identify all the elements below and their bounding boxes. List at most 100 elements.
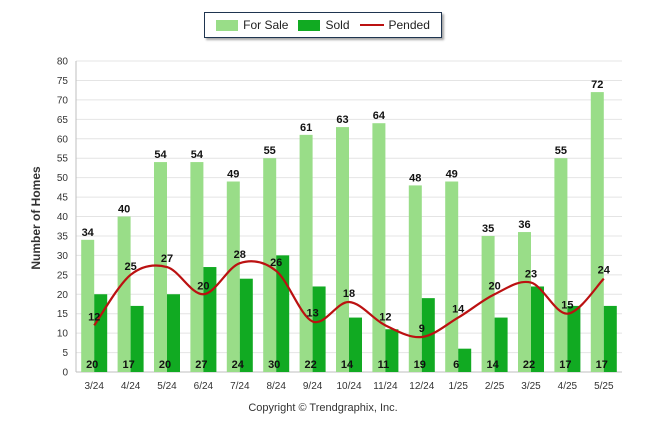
bar-sold [349, 317, 362, 372]
x-tick-label: 5/25 [594, 381, 614, 392]
x-tick-label: 9/24 [303, 381, 323, 392]
bar-sold [603, 305, 617, 372]
x-tick-label: 10/24 [336, 381, 361, 392]
x-tick-label: 1/25 [448, 381, 468, 392]
data-label-pended: 15 [561, 300, 573, 312]
bar-for-sale [190, 162, 204, 372]
y-tick-label: 80 [57, 57, 69, 68]
bar-sold [167, 294, 180, 372]
data-label-sold: 20 [86, 359, 98, 371]
legend-label-for-sale: For Sale [243, 18, 289, 32]
bar-sold [94, 294, 108, 372]
data-label-for-sale: 35 [482, 223, 494, 235]
data-label-for-sale: 49 [446, 169, 458, 181]
data-label-pended: 18 [343, 288, 355, 300]
legend-label-sold: Sold [325, 18, 350, 32]
bar-sold [312, 286, 326, 372]
bar-for-sale [445, 181, 459, 372]
legend-swatch-for-sale [216, 19, 239, 31]
legend-label-pended: Pended [388, 18, 430, 32]
data-label-for-sale: 54 [191, 149, 204, 161]
y-tick-label: 50 [57, 173, 69, 184]
data-label-sold: 30 [268, 359, 280, 371]
data-label-pended: 24 [598, 265, 611, 277]
legend-swatch-sold [298, 19, 321, 31]
bar-sold [385, 329, 399, 372]
bar-sold [239, 278, 253, 372]
data-label-sold: 6 [453, 359, 459, 371]
x-tick-label: 11/24 [373, 381, 398, 392]
data-label-sold: 22 [523, 359, 535, 371]
data-label-for-sale: 54 [154, 149, 167, 161]
y-tick-label: 55 [57, 154, 69, 165]
data-label-pended: 26 [270, 257, 282, 269]
x-tick-label: 6/24 [194, 381, 214, 392]
bar-sold [494, 317, 508, 372]
y-tick-label: 75 [57, 76, 69, 87]
bar-for-sale [154, 162, 167, 372]
data-label-pended: 9 [419, 323, 425, 335]
bar-for-sale [481, 235, 495, 372]
x-tick-label: 2/25 [485, 381, 505, 392]
data-label-sold: 17 [559, 359, 571, 371]
data-label-for-sale: 61 [300, 122, 312, 134]
legend-item-sold[interactable]: Sold [298, 18, 350, 32]
data-label-pended: 27 [161, 253, 173, 265]
data-label-for-sale: 34 [82, 227, 95, 239]
legend: For Sale Sold Pended [204, 12, 442, 38]
y-tick-label: 40 [57, 212, 69, 223]
y-tick-label: 45 [57, 193, 69, 204]
data-label-pended: 12 [379, 311, 391, 323]
data-label-pended: 25 [124, 261, 136, 273]
bar-for-sale [554, 158, 568, 372]
data-label-pended: 20 [488, 280, 500, 292]
data-label-sold: 20 [159, 359, 171, 371]
data-label-for-sale: 55 [555, 145, 567, 157]
data-label-sold: 11 [378, 359, 390, 371]
data-label-sold: 17 [596, 359, 608, 371]
y-tick-label: 25 [57, 270, 69, 281]
data-label-pended: 20 [197, 280, 209, 292]
data-label-for-sale: 64 [373, 110, 386, 122]
data-label-sold: 24 [232, 359, 245, 371]
bar-for-sale [408, 185, 422, 372]
bar-sold [531, 286, 544, 372]
data-label-for-sale: 72 [591, 79, 603, 91]
y-tick-label: 65 [57, 115, 69, 126]
bar-sold [458, 348, 472, 372]
x-tick-label: 4/25 [558, 381, 578, 392]
legend-item-pended[interactable]: Pended [359, 18, 430, 32]
y-tick-label: 5 [62, 348, 68, 359]
x-tick-label: 7/24 [230, 381, 250, 392]
y-tick-label: 10 [57, 329, 69, 340]
y-tick-label: 0 [62, 368, 68, 379]
x-tick-label: 3/25 [521, 381, 541, 392]
data-label-for-sale: 36 [518, 219, 530, 231]
x-tick-label: 5/24 [157, 381, 177, 392]
bar-for-sale [590, 92, 604, 372]
y-tick-label: 70 [57, 95, 69, 106]
data-label-sold: 17 [122, 359, 134, 371]
y-tick-label: 35 [57, 231, 69, 242]
pended-line [93, 260, 605, 339]
data-label-sold: 22 [304, 359, 316, 371]
y-axis-title: Number of Homes [29, 166, 43, 270]
bar-sold [567, 305, 581, 372]
bar-for-sale [372, 123, 386, 372]
bar-for-sale [226, 181, 240, 372]
data-label-pended: 14 [452, 304, 465, 316]
data-label-for-sale: 63 [336, 114, 348, 126]
y-tick-label: 20 [57, 290, 69, 301]
bar-for-sale [117, 216, 131, 372]
x-tick-label: 8/24 [266, 381, 286, 392]
y-tick-label: 15 [57, 309, 69, 320]
y-tick-label: 30 [57, 251, 69, 262]
bar-for-sale [299, 134, 313, 372]
data-label-pended: 28 [234, 249, 246, 261]
legend-item-for-sale[interactable]: For Sale [216, 18, 288, 32]
data-label-pended: 23 [525, 269, 537, 281]
x-tick-label: 4/24 [121, 381, 141, 392]
data-label-for-sale: 49 [227, 169, 239, 181]
bar-for-sale [518, 232, 531, 372]
